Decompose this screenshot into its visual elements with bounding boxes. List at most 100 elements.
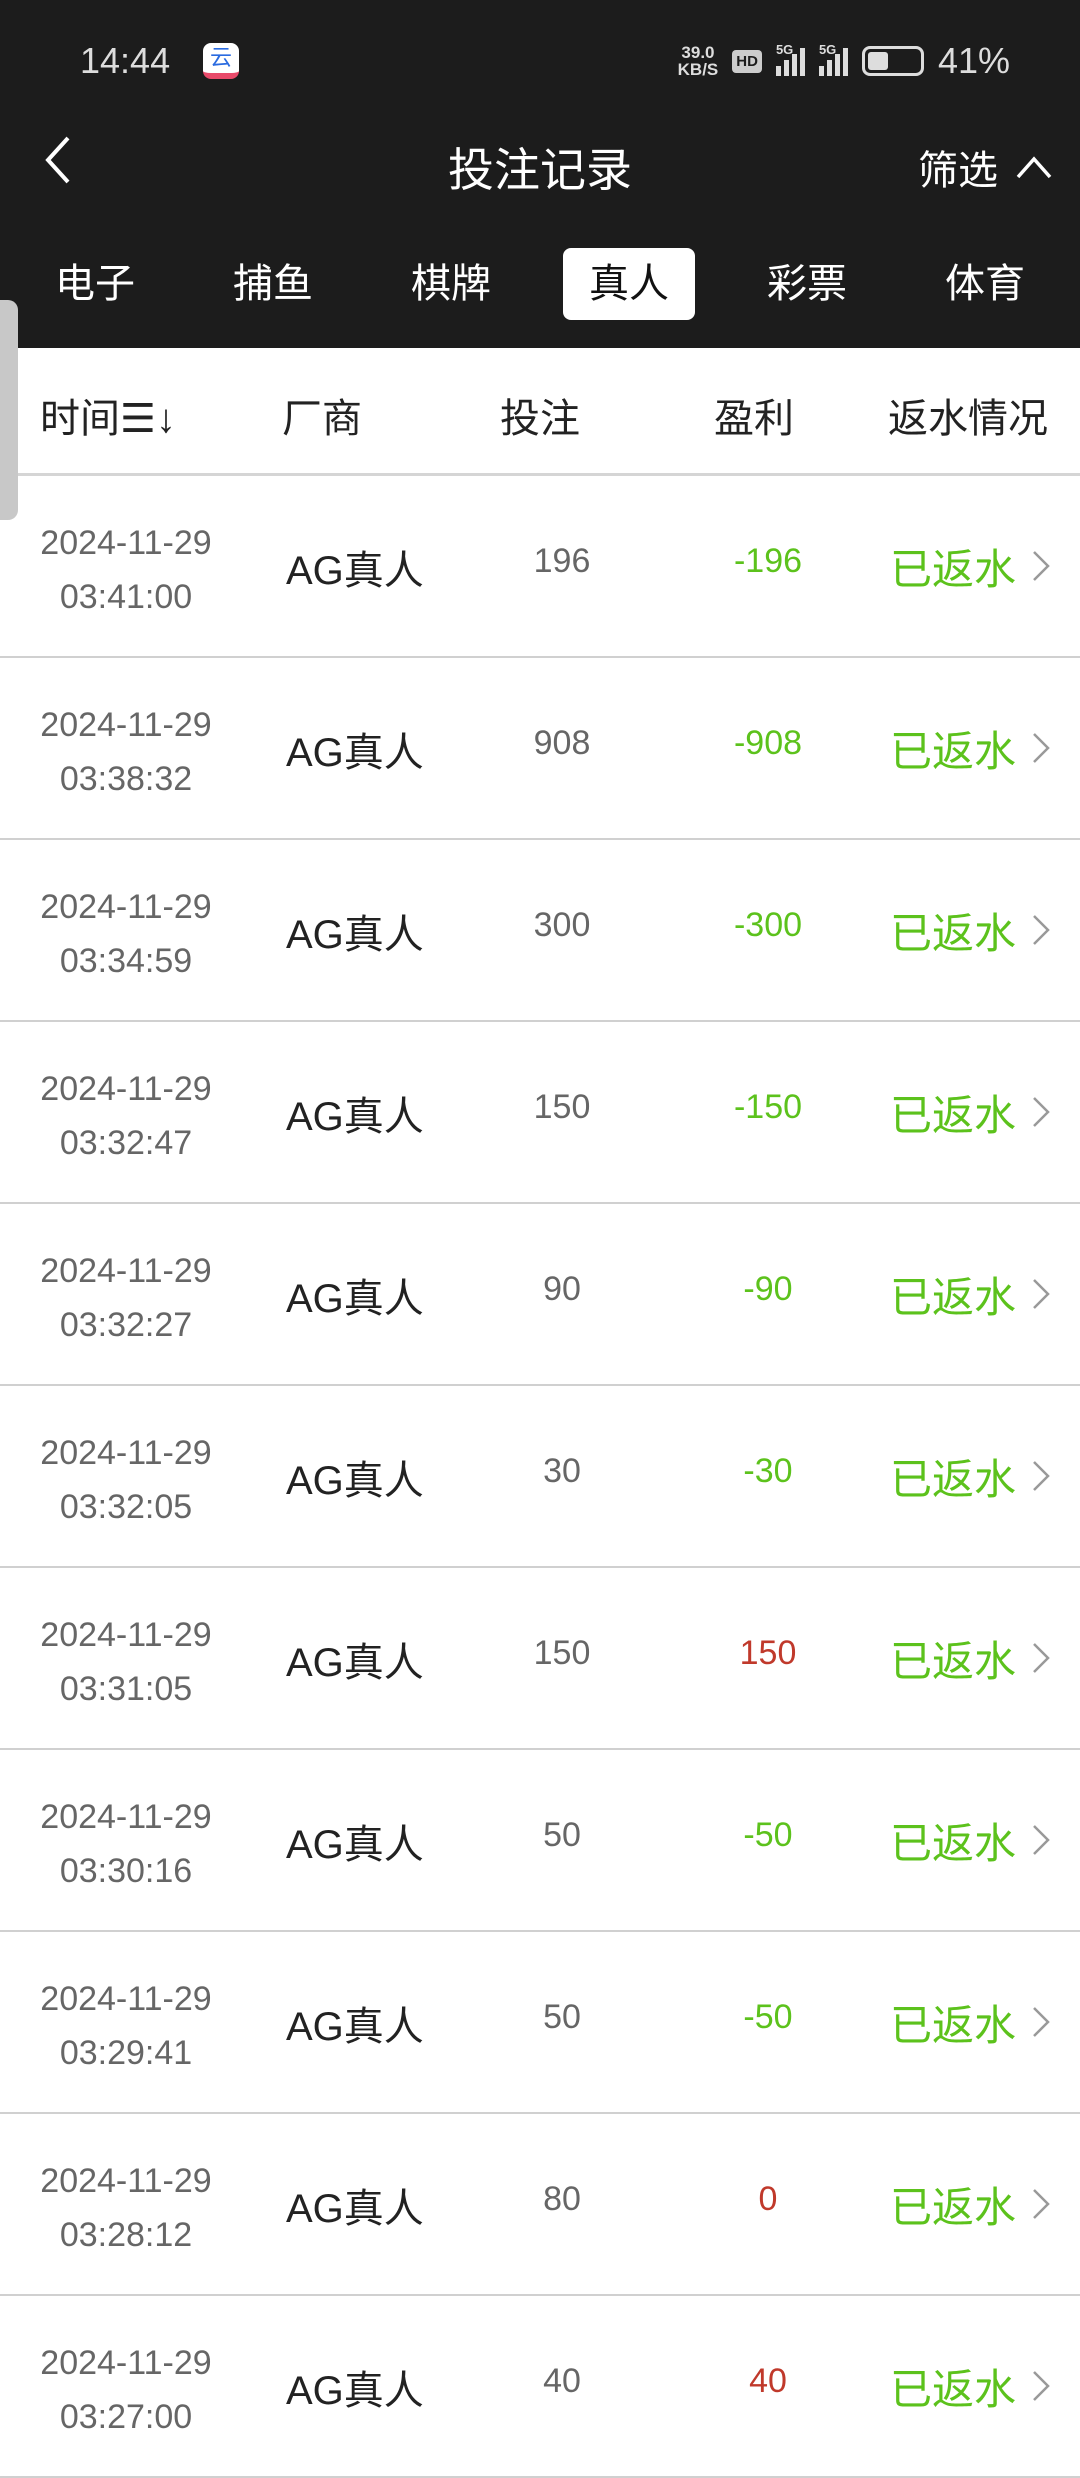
battery-percent: 41% [937, 40, 1010, 81]
table-row[interactable]: 2024-11-29 03:29:41 AG真人 50 -50 已返水 [0, 1932, 1080, 2114]
chevron-right-icon[interactable] [1030, 1641, 1052, 1675]
tab-live[interactable]: 真人 [563, 248, 695, 320]
profit-amount: -50 [743, 1998, 793, 2036]
bet-amount: 300 [533, 906, 591, 944]
side-handle[interactable] [0, 300, 18, 520]
category-tabs: 电子 捕鱼 棋牌 真人 彩票 体育 [0, 248, 1080, 320]
chevron-right-icon[interactable] [1030, 1459, 1052, 1493]
profit-amount: -908 [733, 724, 803, 762]
vendor: AG真人 [286, 2005, 424, 2049]
chevron-right-icon[interactable] [1030, 1277, 1052, 1311]
sort-icon: ☰↓ [120, 397, 176, 441]
bet-header: 投注 [500, 397, 580, 441]
vendor: AG真人 [286, 913, 424, 957]
vendor: AG真人 [286, 549, 424, 593]
profit-amount: 40 [749, 2362, 787, 2400]
rebate-status[interactable]: 已返水 [890, 2184, 1017, 2231]
rebate-status[interactable]: 已返水 [890, 1820, 1017, 1867]
vendor: AG真人 [286, 1095, 424, 1139]
top-bar: 14:44 云 39.0 KB/S HD 5G 5G 41% 投注记录 筛选 电子… [0, 0, 1080, 348]
vendor: AG真人 [286, 1277, 424, 1321]
status-bar: 14:44 云 39.0 KB/S HD 5G 5G 41% [0, 0, 1080, 120]
table-row[interactable]: 2024-11-29 03:38:32 AG真人 908 -908 已返水 [0, 658, 1080, 840]
table-row[interactable]: 2024-11-29 03:28:12 AG真人 80 0 已返水 [0, 2114, 1080, 2296]
rebate-status[interactable]: 已返水 [890, 2002, 1017, 2049]
bet-amount: 908 [533, 724, 591, 762]
bet-datetime: 2024-11-29 03:28:12 [40, 2162, 212, 2254]
rebate-status[interactable]: 已返水 [890, 1456, 1017, 1503]
bet-datetime: 2024-11-29 03:32:27 [40, 1252, 212, 1344]
table-header: 时间☰↓ 厂商 投注 盈利 返水情况 [0, 348, 1080, 476]
bet-amount: 150 [533, 1634, 591, 1672]
tab-fishing[interactable]: 捕鱼 [233, 262, 313, 306]
bet-amount: 80 [543, 2180, 581, 2218]
chevron-right-icon[interactable] [1030, 2369, 1052, 2403]
rebate-status[interactable]: 已返水 [890, 728, 1017, 775]
bet-amount: 150 [533, 1088, 591, 1126]
hd-voice-icon: HD [732, 49, 762, 73]
rebate-status[interactable]: 已返水 [890, 2366, 1017, 2413]
chevron-right-icon[interactable] [1030, 2005, 1052, 2039]
vendor: AG真人 [286, 2187, 424, 2231]
bet-datetime: 2024-11-29 03:38:32 [40, 706, 212, 798]
rebate-status[interactable]: 已返水 [890, 1638, 1017, 1685]
bet-datetime: 2024-11-29 03:29:41 [40, 1980, 212, 2072]
bet-amount: 90 [543, 1270, 581, 1308]
bet-amount: 50 [543, 1998, 581, 2036]
bet-datetime: 2024-11-29 03:27:00 [40, 2344, 212, 2436]
table-row[interactable]: 2024-11-29 03:32:47 AG真人 150 -150 已返水 [0, 1022, 1080, 1204]
profit-amount: -150 [733, 1088, 803, 1126]
chevron-right-icon[interactable] [1030, 1095, 1052, 1129]
net-speed: 39.0 KB/S [677, 43, 719, 79]
table-row[interactable]: 2024-11-29 03:32:05 AG真人 30 -30 已返水 [0, 1386, 1080, 1568]
rebate-status[interactable]: 已返水 [890, 910, 1017, 957]
bet-datetime: 2024-11-29 03:30:16 [40, 1798, 212, 1890]
vendor: AG真人 [286, 1823, 424, 1867]
signal-icon: 5G [775, 42, 805, 76]
chevron-right-icon[interactable] [1030, 1823, 1052, 1857]
rebate-status[interactable]: 已返水 [890, 1092, 1017, 1139]
chevron-right-icon[interactable] [1030, 2187, 1052, 2221]
vendor: AG真人 [286, 731, 424, 775]
page-title: 投注记录 [448, 144, 632, 196]
chevron-right-icon[interactable] [1030, 549, 1052, 583]
chevron-right-icon[interactable] [1030, 913, 1052, 947]
back-icon[interactable] [40, 132, 80, 188]
rebate-header: 返水情况 [888, 397, 1048, 441]
profit-amount: 0 [758, 2180, 778, 2218]
chevron-right-icon[interactable] [1030, 731, 1052, 765]
rebate-status[interactable]: 已返水 [890, 1274, 1017, 1321]
bet-datetime: 2024-11-29 03:32:05 [40, 1434, 212, 1526]
table-row[interactable]: 2024-11-29 03:27:00 AG真人 40 40 已返水 [0, 2296, 1080, 2478]
bet-amount: 40 [543, 2362, 581, 2400]
table-row[interactable]: 2024-11-29 03:41:00 AG真人 196 -196 已返水 [0, 476, 1080, 658]
bet-datetime: 2024-11-29 03:41:00 [40, 524, 212, 616]
bet-datetime: 2024-11-29 03:32:47 [40, 1070, 212, 1162]
table-row[interactable]: 2024-11-29 03:30:16 AG真人 50 -50 已返水 [0, 1750, 1080, 1932]
filter-label: 筛选 [918, 149, 998, 193]
rebate-status[interactable]: 已返水 [890, 546, 1017, 593]
bet-amount: 50 [543, 1816, 581, 1854]
table-row[interactable]: 2024-11-29 03:31:05 AG真人 150 150 已返水 [0, 1568, 1080, 1750]
table-row[interactable]: 2024-11-29 03:32:27 AG真人 90 -90 已返水 [0, 1204, 1080, 1386]
signal-icon-2: 5G [818, 42, 848, 76]
vendor: AG真人 [286, 2369, 424, 2413]
vendor-header: 厂商 [282, 397, 362, 441]
clock: 14:44 [80, 40, 171, 81]
tab-lottery[interactable]: 彩票 [767, 262, 847, 306]
tab-sports[interactable]: 体育 [945, 262, 1025, 306]
chevron-up-icon [1016, 156, 1052, 179]
time-sort-header[interactable]: 时间☰↓ [40, 397, 176, 441]
tab-chess[interactable]: 棋牌 [411, 262, 491, 306]
bet-datetime: 2024-11-29 03:31:05 [40, 1616, 212, 1708]
profit-amount: -196 [733, 542, 803, 580]
bet-amount: 196 [533, 542, 591, 580]
filter-button[interactable]: 筛选 [918, 138, 1052, 196]
profit-header: 盈利 [714, 397, 794, 441]
profit-amount: -50 [743, 1816, 793, 1854]
bet-datetime: 2024-11-29 03:34:59 [40, 888, 212, 980]
bet-amount: 30 [543, 1452, 581, 1490]
table-row[interactable]: 2024-11-29 03:34:59 AG真人 300 -300 已返水 [0, 840, 1080, 1022]
tab-electronic[interactable]: 电子 [55, 262, 135, 306]
vendor: AG真人 [286, 1641, 424, 1685]
